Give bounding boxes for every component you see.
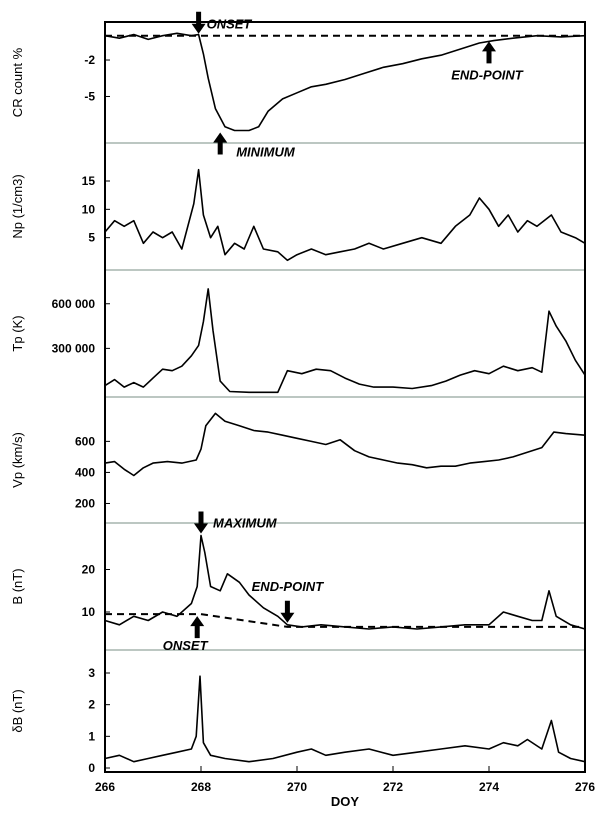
y-tick-label-db: 3 xyxy=(88,666,95,680)
y-tick-label-db: 2 xyxy=(88,698,95,712)
arrow-up-icon xyxy=(213,132,228,155)
series-line-tp xyxy=(104,288,586,394)
annotation-label: END-POINT xyxy=(451,67,524,82)
arrow-up-icon xyxy=(190,616,205,639)
annotation-b_maximum: MAXIMUM xyxy=(194,511,278,534)
annotation-label: END-POINT xyxy=(252,579,325,594)
y-tick-label-db: 0 xyxy=(88,761,95,775)
x-tick-label: 268 xyxy=(191,780,211,794)
y-tick-label-np: 10 xyxy=(82,202,96,216)
annotation-layer: ONSET MINIMUM END-POINT MAXIMUM END-POINT ONS… xyxy=(163,11,524,653)
series-line-np xyxy=(104,168,586,262)
y-tick-label-cr: -5 xyxy=(84,89,95,103)
y-tick-label-np: 5 xyxy=(88,231,95,245)
panel-b: B (nT) 10 20 xyxy=(10,534,586,651)
y-axis-label-db: δB (nT) xyxy=(10,689,25,732)
annotation-label: MINIMUM xyxy=(236,144,296,159)
reference-line-b xyxy=(105,613,585,628)
annotation-cr_minimum: MINIMUM xyxy=(213,132,296,159)
panel-tp: Tp (K) 300 000 600 000 xyxy=(10,288,586,398)
y-axis-label-tp: Tp (K) xyxy=(10,315,25,351)
y-tick-label-cr: -2 xyxy=(84,53,95,67)
y-tick-label-np: 15 xyxy=(82,174,96,188)
series-line-db xyxy=(104,675,586,763)
x-tick-label: 276 xyxy=(575,780,595,794)
x-tick-label: 272 xyxy=(383,780,403,794)
y-tick-label-b: 20 xyxy=(82,563,96,577)
series-line-vp xyxy=(104,412,586,477)
panel-cr: CR count % -2 -5 xyxy=(10,32,586,144)
series-line-cr xyxy=(104,32,586,132)
annotation-b_endpoint: END-POINT xyxy=(252,579,325,623)
x-tick-label: 266 xyxy=(95,780,115,794)
y-tick-label-db: 1 xyxy=(88,729,95,743)
x-tick-label: 270 xyxy=(287,780,307,794)
y-tick-label-tp: 600 000 xyxy=(52,297,96,311)
annotation-b_onset: ONSET xyxy=(163,616,209,653)
y-tick-label-vp: 600 xyxy=(75,434,95,448)
annotation-cr_endpoint: END-POINT xyxy=(451,41,524,82)
annotation-label: MAXIMUM xyxy=(213,516,278,531)
arrow-up-icon xyxy=(482,41,496,64)
annotation-label: ONSET xyxy=(163,638,209,653)
x-axis: 266 268 270 272 274 276 xyxy=(95,766,595,794)
arrow-down-icon xyxy=(194,511,208,534)
y-tick-label-vp: 200 xyxy=(75,496,95,510)
y-axis-label-cr: CR count % xyxy=(10,47,25,117)
y-axis-label-b: B (nT) xyxy=(10,568,25,604)
y-axis-label-np: Np (1/cm3) xyxy=(10,174,25,238)
x-axis-label: DOY xyxy=(331,794,360,809)
series-line-b xyxy=(104,534,586,630)
panel-np: Np (1/cm3) 5 10 15 xyxy=(10,168,586,271)
x-tick-label: 274 xyxy=(479,780,499,794)
y-tick-label-b: 10 xyxy=(82,605,96,619)
plot-frame xyxy=(104,21,586,773)
y-tick-label-vp: 400 xyxy=(75,465,95,479)
panel-db: δB (nT) 0 1 2 3 xyxy=(10,666,586,775)
y-tick-label-tp: 300 000 xyxy=(52,341,96,355)
annotation-label: ONSET xyxy=(207,17,253,32)
panel-vp: Vp (km/s) 200 400 600 xyxy=(10,412,586,524)
arrow-down-icon xyxy=(280,600,295,623)
y-axis-label-vp: Vp (km/s) xyxy=(10,432,25,488)
